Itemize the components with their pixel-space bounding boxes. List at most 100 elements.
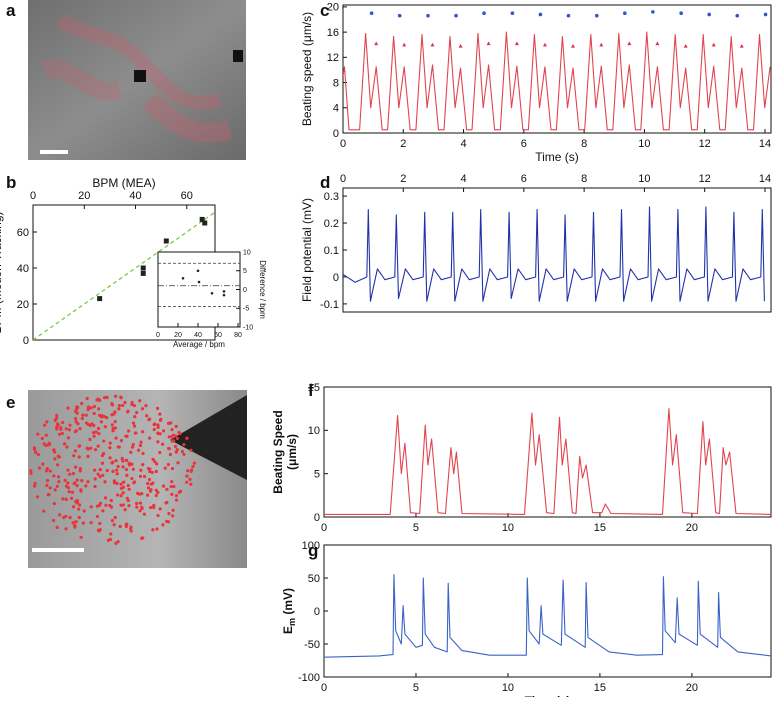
tracked-point: [89, 446, 93, 450]
y-tick-label: 0.3: [324, 191, 339, 203]
tracked-point: [44, 433, 48, 437]
tracked-point: [115, 481, 119, 486]
tracked-point: [97, 432, 101, 436]
tracked-point: [113, 426, 118, 430]
tracked-point: [155, 462, 159, 466]
tracked-point: [121, 403, 125, 408]
tracked-point: [122, 480, 126, 484]
tracked-point: [36, 432, 40, 436]
tracked-point: [105, 395, 109, 399]
tracked-point: [172, 439, 176, 443]
point: [627, 41, 632, 46]
tracked-point: [97, 407, 101, 411]
point: [514, 41, 519, 46]
tracked-point: [138, 399, 142, 403]
tracked-point: [77, 507, 81, 511]
y-tick-label: 0: [314, 512, 320, 524]
tracked-point: [75, 411, 79, 415]
tracked-point: [121, 503, 125, 507]
tracked-point: [129, 450, 133, 454]
tracked-point: [47, 442, 51, 446]
y-tick-label: 0: [314, 606, 320, 618]
tracked-point: [102, 395, 107, 400]
tracked-point: [98, 475, 102, 479]
tracked-point: [78, 444, 82, 448]
tracked-point: [189, 469, 193, 473]
tracked-point: [123, 400, 127, 405]
tracked-point: [170, 480, 174, 484]
tracked-point: [67, 428, 72, 432]
tracked-point: [33, 447, 37, 452]
tracked-point: [112, 523, 116, 527]
tracked-point: [165, 519, 169, 524]
panel-label: c: [320, 1, 329, 20]
tracked-point: [66, 406, 70, 410]
x-tick-label: 40: [194, 332, 202, 339]
tracked-point: [148, 469, 152, 474]
tracked-point: [153, 460, 157, 464]
y-tick-label: -50: [304, 639, 320, 651]
y-tick-label: 0: [23, 335, 29, 347]
tracked-point: [53, 418, 57, 422]
point: [197, 280, 201, 284]
x-tick-label: 0: [321, 682, 327, 694]
plot-area: [157, 251, 241, 328]
tracked-point: [156, 513, 160, 518]
tracked-point: [92, 431, 96, 435]
tracked-point: [42, 509, 46, 513]
tracked-point: [114, 541, 118, 545]
tracked-point: [55, 525, 59, 530]
tracked-point: [68, 423, 72, 427]
tracked-point: [86, 454, 90, 458]
point: [599, 42, 604, 47]
y-tick-label: 10: [243, 249, 251, 256]
tracked-point: [171, 514, 175, 518]
data-line: [343, 31, 771, 131]
tracked-point: [121, 459, 125, 463]
tracked-point: [111, 426, 115, 431]
tracked-point: [96, 397, 101, 401]
tracked-point: [135, 505, 139, 509]
tracked-point: [138, 474, 143, 478]
tracked-point: [109, 498, 113, 503]
point: [542, 42, 547, 47]
x-tick-label: 40: [129, 190, 141, 202]
y-axis-label: Difference / bpm: [258, 260, 267, 319]
x-tick-label: 0: [321, 522, 327, 534]
tracked-point: [137, 492, 141, 496]
point: [458, 43, 463, 48]
tracked-point: [45, 478, 50, 483]
tracked-point: [75, 484, 79, 488]
tracked-point: [90, 422, 94, 426]
tracked-point: [52, 501, 56, 506]
tracked-point: [66, 481, 70, 485]
point: [739, 43, 744, 48]
tracked-point: [34, 450, 38, 454]
point: [369, 11, 374, 15]
y-tick-label: 4: [333, 103, 339, 115]
tracked-point: [112, 481, 117, 485]
tracked-point: [85, 396, 89, 401]
point: [763, 12, 768, 17]
data-line: [324, 408, 771, 515]
data-line: [324, 574, 771, 658]
panel-label: g: [308, 541, 318, 560]
x-tick-label: 0: [340, 173, 346, 185]
x-tick-label: 60: [181, 190, 193, 202]
tracked-point: [119, 503, 123, 507]
chart: 0 20 40 60 0 20 40 60 BPM (MEA) BPM (Motion Track…: [0, 173, 216, 347]
tracked-point: [103, 480, 107, 484]
tracked-point: [116, 540, 120, 544]
y-label-sub: m: [287, 618, 297, 626]
tracked-point: [96, 444, 100, 448]
tracked-point: [75, 478, 79, 482]
identity-line: [33, 211, 215, 340]
micrograph-a: [28, 0, 246, 160]
tracked-point: [156, 440, 160, 444]
point: [510, 11, 515, 15]
tracked-point: [103, 425, 107, 429]
tracked-point: [68, 515, 72, 520]
tracked-point: [35, 495, 40, 499]
y-tick-label: 50: [308, 573, 320, 585]
tracked-point: [78, 466, 82, 471]
